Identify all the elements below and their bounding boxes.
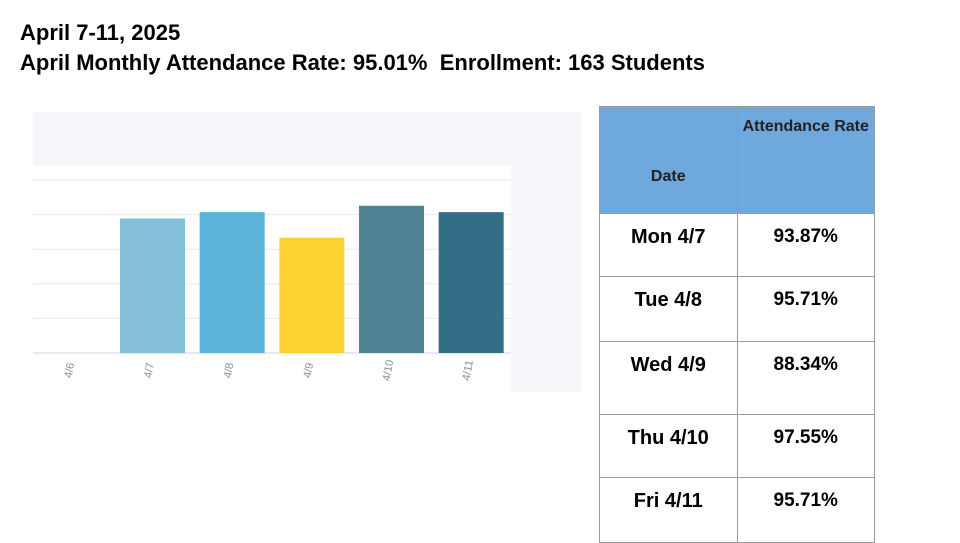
- x-tick-label: 4/11: [461, 359, 476, 381]
- bar-4-10: [359, 205, 424, 353]
- date-cell: Fri 4/11: [599, 477, 738, 543]
- x-tick-label: 4/10: [381, 359, 397, 382]
- report-title: April 7-11, 2025: [20, 20, 181, 45]
- table-row: Mon 4/7 93.87%: [599, 213, 875, 277]
- bar-4-9: [279, 237, 345, 353]
- x-tick-label: 4/7: [142, 362, 156, 379]
- chart-plot-area: [33, 166, 511, 392]
- bar-4-11: [438, 212, 504, 353]
- table-row: Wed 4/9 88.34%: [599, 341, 875, 415]
- bar-4-7: [120, 218, 185, 353]
- attendance-table: Date Attendance Rate Mon 4/7 93.87% Tue …: [599, 106, 875, 543]
- x-tick-label: 4/8: [222, 362, 236, 379]
- date-cell: Wed 4/9: [599, 341, 738, 415]
- x-tick-label: 4/9: [302, 362, 316, 379]
- rate-cell: 97.55%: [736, 414, 875, 478]
- rate-cell: 88.34%: [736, 341, 875, 415]
- date-cell: Mon 4/7: [599, 213, 738, 277]
- report-subtitle: April Monthly Attendance Rate: 95.01% En…: [20, 50, 705, 75]
- bar-4-8: [199, 212, 265, 353]
- table-header-date: Date: [599, 106, 738, 214]
- table-row: Tue 4/8 95.71%: [599, 276, 875, 342]
- rate-cell: 95.71%: [736, 276, 875, 342]
- rate-cell: 95.71%: [736, 477, 875, 543]
- attendance-bar-chart: 4/6 4/7 4/8 4/9 4/10 4/11: [33, 179, 511, 382]
- date-cell: Tue 4/8: [599, 276, 738, 342]
- rate-cell: 93.87%: [736, 213, 875, 277]
- table-row: Thu 4/10 97.55%: [599, 414, 875, 478]
- table-row: Fri 4/11 95.71%: [599, 477, 875, 543]
- x-tick-label: 4/6: [63, 362, 77, 379]
- table-header-rate: Attendance Rate: [736, 106, 875, 214]
- date-cell: Thu 4/10: [599, 414, 738, 478]
